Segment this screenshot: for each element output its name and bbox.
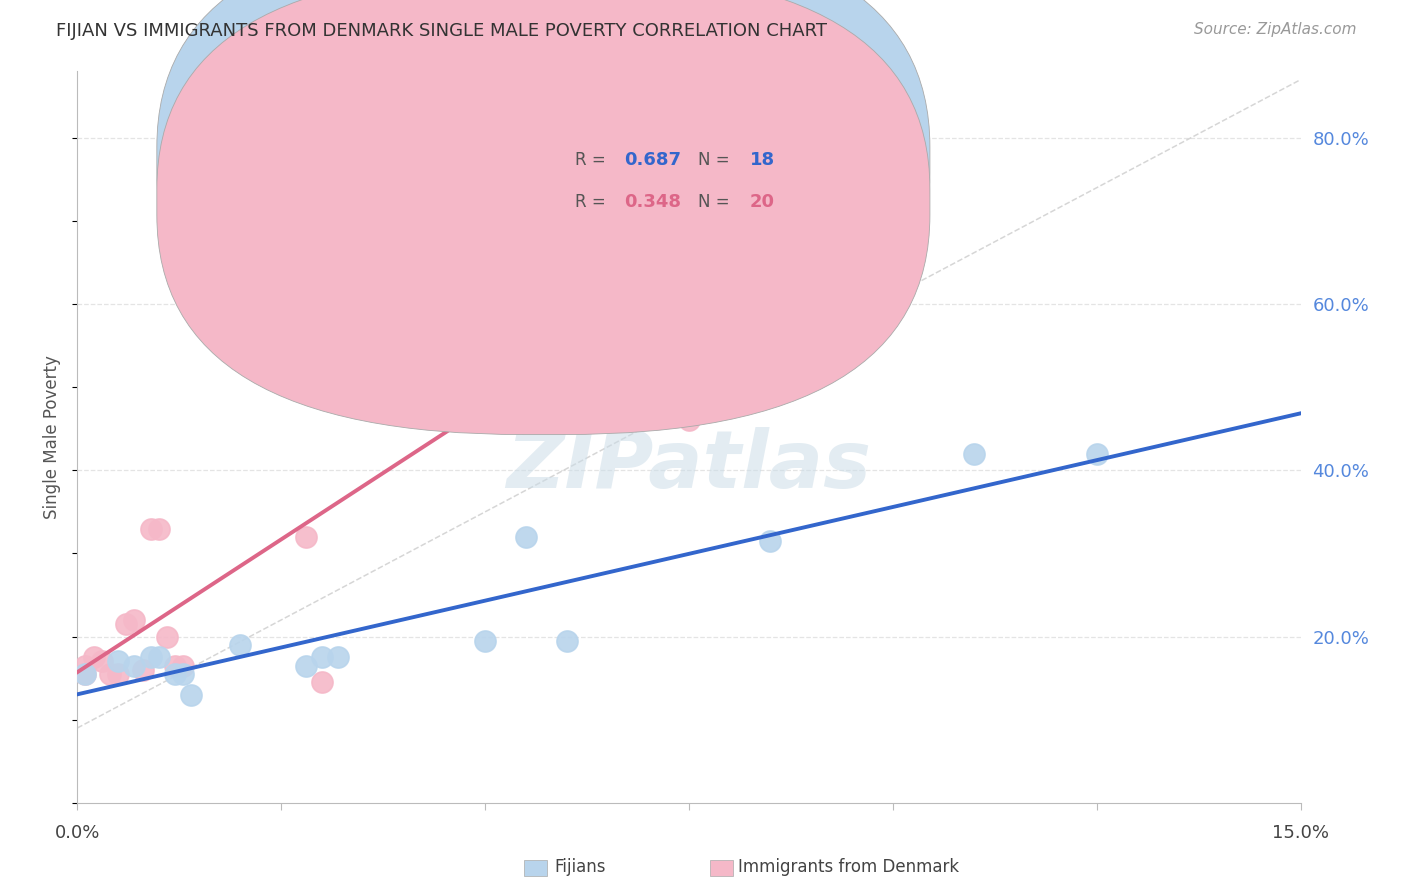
Text: Source: ZipAtlas.com: Source: ZipAtlas.com <box>1194 22 1357 37</box>
Point <box>98 667 121 681</box>
Point <box>180 688 202 702</box>
Point <box>328 650 350 665</box>
Point <box>311 650 333 665</box>
Text: 20: 20 <box>751 193 775 211</box>
Point <box>555 633 578 648</box>
Point <box>131 663 153 677</box>
Point <box>75 658 97 673</box>
Text: FIJIAN VS IMMIGRANTS FROM DENMARK SINGLE MALE POVERTY CORRELATION CHART: FIJIAN VS IMMIGRANTS FROM DENMARK SINGLE… <box>56 22 827 40</box>
Text: R =: R = <box>575 151 612 169</box>
Point <box>963 447 986 461</box>
Point <box>515 530 537 544</box>
Text: 15.0%: 15.0% <box>1272 823 1329 841</box>
Point <box>83 650 105 665</box>
Point <box>90 655 112 669</box>
Point <box>139 521 162 535</box>
Point <box>165 658 187 673</box>
Point <box>124 613 146 627</box>
FancyBboxPatch shape <box>499 126 848 228</box>
Point <box>474 633 496 648</box>
Point <box>124 658 146 673</box>
Point <box>156 630 179 644</box>
Text: 0.687: 0.687 <box>624 151 681 169</box>
Point <box>172 658 194 673</box>
Text: 0.0%: 0.0% <box>55 823 100 841</box>
Point <box>229 638 252 652</box>
Point <box>165 667 187 681</box>
Text: Immigrants from Denmark: Immigrants from Denmark <box>738 858 959 876</box>
Text: Fijians: Fijians <box>554 858 606 876</box>
Point <box>678 413 700 427</box>
Point <box>75 667 97 681</box>
Point <box>392 338 415 352</box>
Point <box>433 230 456 244</box>
Point <box>294 530 316 544</box>
Point <box>759 533 782 548</box>
Point <box>139 650 162 665</box>
Text: N =: N = <box>697 193 734 211</box>
Text: N =: N = <box>697 151 734 169</box>
Point <box>311 675 333 690</box>
Point <box>75 667 97 681</box>
Text: 18: 18 <box>751 151 775 169</box>
Point <box>148 521 170 535</box>
Point <box>718 197 741 211</box>
Text: ZIPatlas: ZIPatlas <box>506 427 872 506</box>
Point <box>172 667 194 681</box>
Point <box>1085 447 1108 461</box>
Text: R =: R = <box>575 193 612 211</box>
Point <box>294 658 316 673</box>
Point <box>115 617 138 632</box>
Point <box>107 667 129 681</box>
Point <box>107 655 129 669</box>
FancyBboxPatch shape <box>157 0 929 434</box>
Point <box>148 650 170 665</box>
Text: 0.348: 0.348 <box>624 193 681 211</box>
FancyBboxPatch shape <box>157 0 929 392</box>
Y-axis label: Single Male Poverty: Single Male Poverty <box>44 355 62 519</box>
